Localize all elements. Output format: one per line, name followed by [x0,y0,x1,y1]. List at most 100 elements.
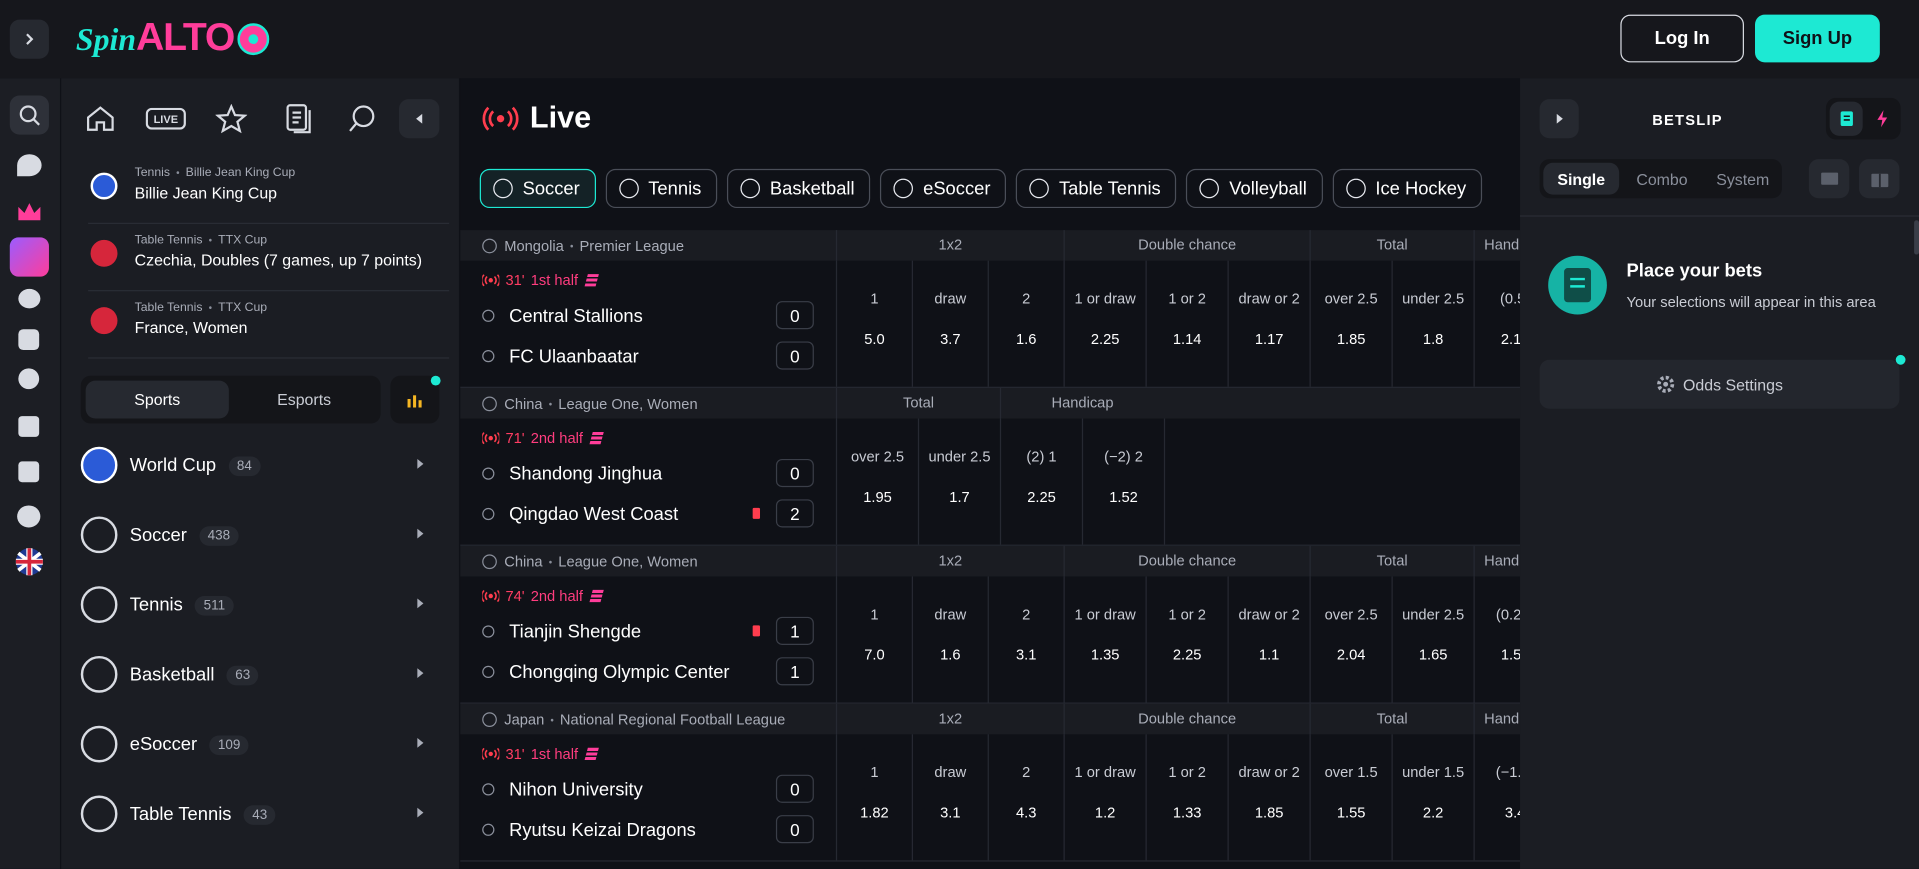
favorite-item[interactable]: Table TennisTTX Cup Czechia, Doubles (7 g… [88,224,450,292]
odds-button[interactable]: over 1.5 1.55 [1309,734,1392,861]
outcome-label: 1 or 2 [1168,763,1206,781]
odds-button[interactable]: (2) 1 2.25 [999,418,1082,545]
sport-filter[interactable]: eSoccer [880,168,1007,209]
odds-button[interactable]: under 2.5 1.65 [1391,576,1474,703]
login-button[interactable]: Log In [1620,14,1744,63]
odds-button[interactable]: draw or 2 1.17 [1227,260,1310,387]
favorites-icon[interactable] [215,104,248,134]
vip-icon[interactable] [16,201,43,223]
mode-quick[interactable] [1865,102,1898,136]
odds-button[interactable]: (0.5) 2.14 [1473,260,1520,387]
live-icon[interactable]: LIVE [145,107,186,130]
sport-filter[interactable]: Volleyball [1186,168,1323,209]
odds-button[interactable]: draw 3.7 [911,260,988,387]
sport-filter[interactable]: Table Tennis [1016,168,1177,209]
tab-esports[interactable]: Esports [277,390,332,409]
expand-menu[interactable] [9,19,49,59]
odds-button[interactable]: 1 or 2 2.25 [1145,576,1228,703]
sport-filter[interactable]: Basketball [727,168,871,209]
odds-button[interactable]: 2 1.6 [987,260,1064,387]
tab-single[interactable]: Single [1543,162,1620,195]
promo-icon[interactable] [17,154,42,177]
odds-button[interactable]: (−1.5) 3.4 [1473,734,1520,861]
match-league-name: National Regional Football League [544,710,785,727]
mode-slip[interactable] [1829,101,1863,136]
betslip-mode [1825,97,1901,140]
odds-button[interactable]: draw or 2 1.85 [1227,734,1310,861]
sport-item[interactable]: Table Tennis 43 [80,791,436,840]
collapse-button[interactable] [398,99,440,139]
outcome-odds: 4.3 [1015,804,1037,822]
odds-button[interactable]: under 1.5 2.2 [1391,734,1474,861]
poker-icon[interactable] [18,288,41,309]
download-icon[interactable] [18,461,40,483]
chat-icon[interactable] [17,505,41,528]
sport-item[interactable]: eSoccer 109 [80,721,436,770]
outcome-label: under 2.5 [1402,605,1465,623]
search-icon[interactable] [348,104,377,133]
odds-button[interactable]: 1 7.0 [835,576,912,703]
outcome-odds: 1.33 [1172,804,1202,822]
empty-space [1163,418,1520,545]
stats-icon [407,394,422,407]
odds-button[interactable]: draw 3.1 [911,734,988,861]
sport-item[interactable]: World Cup 84 [80,442,436,491]
sport-item[interactable]: Basketball 63 [80,651,436,700]
tab-sports[interactable]: Sports [85,380,229,419]
logo[interactable]: Spin ALTO [76,15,271,64]
sports-icon[interactable] [18,368,40,390]
signup-button[interactable]: Sign Up [1755,14,1880,63]
logo-spin: Spin [75,22,137,58]
outcome-label: 1 or draw [1074,290,1136,308]
sport-item[interactable]: Tennis 511 [80,581,436,630]
live-broadcast-icon [482,106,519,131]
odds-button[interactable]: draw or 2 1.1 [1227,576,1310,703]
expand-betslip[interactable] [1539,99,1579,139]
sport-item[interactable]: Soccer 438 [80,512,436,561]
odds-button[interactable]: 1 or draw 2.25 [1063,260,1146,387]
odds-button[interactable]: (−2) 2 1.52 [1081,418,1164,545]
search-icon[interactable] [9,95,49,135]
odds-button[interactable]: under 2.5 1.8 [1391,260,1474,387]
bets-icon[interactable] [284,103,313,135]
dice-icon[interactable] [18,329,40,351]
odds-button[interactable]: 1 or 2 1.33 [1145,734,1228,861]
match-time: 31' 1st half [482,745,600,762]
odds-button[interactable]: (0.25) 1.57 [1473,576,1520,703]
games-icon[interactable] [9,237,49,277]
gear-icon [1657,375,1675,393]
match-teams: 31' 1st half Nihon University 0 Ryutsu Keiza… [460,734,836,860]
bookmarks-button[interactable] [1808,159,1850,199]
odds-button[interactable]: 1 5.0 [835,260,912,387]
odds-button[interactable]: 1 or draw 1.2 [1063,734,1146,861]
odds-button[interactable]: draw 1.6 [911,576,988,703]
red-card [752,507,761,519]
odds-button[interactable]: over 2.5 2.04 [1309,576,1392,703]
odds-button[interactable]: 2 3.1 [987,576,1064,703]
team-score: 0 [775,774,814,803]
language-flag[interactable] [15,547,44,576]
puzzle-icon[interactable] [18,416,40,437]
sport-filter[interactable]: Soccer [479,168,596,209]
odds-settings-button[interactable]: Odds Settings [1539,359,1900,409]
odds-button[interactable]: 1 or 2 1.14 [1145,260,1228,387]
home-icon[interactable] [86,105,115,132]
sport-filter[interactable]: Ice Hockey [1332,168,1483,209]
sport-filter[interactable]: Tennis [605,168,718,209]
odds-button[interactable]: 1 1.82 [835,734,912,861]
outcome-label: draw or 2 [1238,763,1300,781]
odds-button[interactable]: over 2.5 1.85 [1309,260,1392,387]
favorite-item[interactable]: Table TennisTTX Cup France, Women [88,291,450,359]
globe-icon [482,711,497,727]
odds-button[interactable]: 1 or draw 1.35 [1063,576,1146,703]
market-header: Double chance [1063,230,1310,261]
odds-button[interactable]: over 2.5 1.95 [835,418,918,545]
odds-button[interactable]: 2 4.3 [987,734,1064,861]
tab-system[interactable]: System [1716,169,1770,188]
odds-button[interactable]: under 2.5 1.7 [917,418,1000,545]
tab-combo[interactable]: Combo [1636,169,1688,188]
svg-text:LIVE: LIVE [154,114,178,126]
gift-button[interactable] [1859,159,1900,199]
